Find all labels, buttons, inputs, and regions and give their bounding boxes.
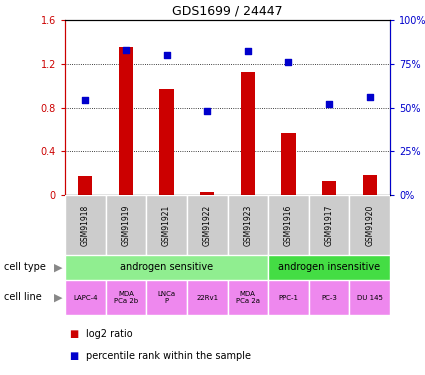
Text: MDA
PCa 2a: MDA PCa 2a	[236, 291, 260, 304]
Text: DU 145: DU 145	[357, 294, 382, 300]
Text: GSM91916: GSM91916	[284, 204, 293, 246]
Point	[163, 52, 170, 58]
Text: ■: ■	[69, 329, 79, 339]
Bar	[281, 133, 295, 195]
Bar	[268, 255, 390, 280]
Bar	[268, 280, 309, 315]
Text: GSM91917: GSM91917	[325, 204, 334, 246]
Text: cell line: cell line	[4, 292, 42, 303]
Text: androgen insensitive: androgen insensitive	[278, 262, 380, 273]
Bar	[119, 47, 133, 195]
Text: log2 ratio: log2 ratio	[86, 329, 133, 339]
Text: ▶: ▶	[54, 292, 63, 303]
Bar	[363, 176, 377, 195]
Text: GSM91921: GSM91921	[162, 204, 171, 246]
Point	[285, 59, 292, 65]
Text: GSM91920: GSM91920	[365, 204, 374, 246]
Bar	[241, 72, 255, 195]
Bar	[309, 280, 349, 315]
Point	[244, 48, 251, 54]
Point	[204, 108, 210, 114]
Text: ■: ■	[69, 351, 79, 361]
Bar	[159, 89, 174, 195]
Text: LAPC-4: LAPC-4	[73, 294, 98, 300]
Bar	[106, 195, 146, 255]
Text: GSM91922: GSM91922	[203, 204, 212, 246]
Bar	[349, 280, 390, 315]
Bar	[268, 195, 309, 255]
Bar	[227, 280, 268, 315]
Point	[366, 94, 373, 100]
Text: LNCa
P: LNCa P	[158, 291, 176, 304]
Bar	[65, 195, 106, 255]
Point	[82, 98, 89, 104]
Text: 22Rv1: 22Rv1	[196, 294, 218, 300]
Bar	[106, 280, 146, 315]
Bar	[227, 195, 268, 255]
Bar	[187, 280, 227, 315]
Point	[122, 47, 129, 53]
Text: androgen sensitive: androgen sensitive	[120, 262, 213, 273]
Text: PC-3: PC-3	[321, 294, 337, 300]
Bar	[322, 181, 336, 195]
Point	[326, 101, 332, 107]
Bar	[309, 195, 349, 255]
Bar	[200, 192, 214, 195]
Text: GSM91918: GSM91918	[81, 204, 90, 246]
Text: ▶: ▶	[54, 262, 63, 273]
Text: PPC-1: PPC-1	[278, 294, 298, 300]
Text: MDA
PCa 2b: MDA PCa 2b	[114, 291, 138, 304]
Text: GSM91923: GSM91923	[243, 204, 252, 246]
Bar	[146, 195, 187, 255]
Text: cell type: cell type	[4, 262, 46, 273]
Text: percentile rank within the sample: percentile rank within the sample	[86, 351, 251, 361]
Bar	[65, 280, 106, 315]
Bar	[65, 255, 268, 280]
Bar	[78, 176, 92, 195]
Text: GSM91919: GSM91919	[122, 204, 130, 246]
Bar	[187, 195, 227, 255]
Bar	[146, 280, 187, 315]
Bar	[349, 195, 390, 255]
Title: GDS1699 / 24447: GDS1699 / 24447	[172, 4, 283, 18]
